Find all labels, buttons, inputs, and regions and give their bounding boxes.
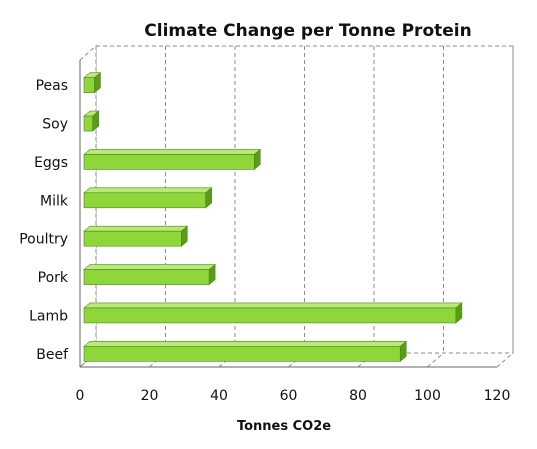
chart-title: Climate Change per Tonne Protein — [144, 21, 471, 41]
y-category-label: Beef — [36, 347, 69, 363]
bar-top — [83, 225, 189, 232]
gridline-floor — [427, 352, 444, 368]
bar-soy — [83, 115, 93, 132]
bar-top — [83, 187, 213, 194]
bar-top — [83, 302, 463, 309]
bar-pork — [83, 269, 210, 285]
bar-top — [83, 264, 216, 270]
bar-peas — [83, 77, 95, 93]
plot-area: 0 20 40 60 80 100 120 Peas Soy Eggs Milk Poultry Por… — [19, 44, 514, 404]
gridline-floor — [496, 352, 514, 368]
bar-top — [83, 149, 262, 155]
x-tick-label: 120 — [484, 388, 511, 404]
bar-milk — [83, 192, 206, 209]
bar-poultry — [83, 230, 182, 247]
y-category-label: Peas — [36, 78, 68, 94]
y-category-label: Eggs — [34, 155, 68, 171]
bar-eggs — [83, 154, 255, 170]
x-tick-label: 20 — [141, 388, 159, 404]
y-category-label: Soy — [42, 117, 68, 133]
bar-beef — [83, 346, 401, 362]
x-tick-label: 80 — [349, 388, 367, 404]
y-category-label: Milk — [40, 193, 69, 209]
bar-top — [83, 341, 408, 347]
bar-lamb — [83, 307, 457, 324]
x-tick-label: 0 — [76, 388, 85, 404]
x-tick-label: 40 — [210, 388, 228, 404]
x-tick-label: 60 — [280, 388, 298, 404]
y-category-label: Poultry — [19, 232, 68, 248]
x-axis-title: Tonnes CO2e — [237, 419, 331, 434]
y-category-label: Lamb — [29, 308, 68, 324]
x-tick-label: 100 — [414, 388, 441, 404]
y-category-label: Pork — [38, 270, 69, 286]
